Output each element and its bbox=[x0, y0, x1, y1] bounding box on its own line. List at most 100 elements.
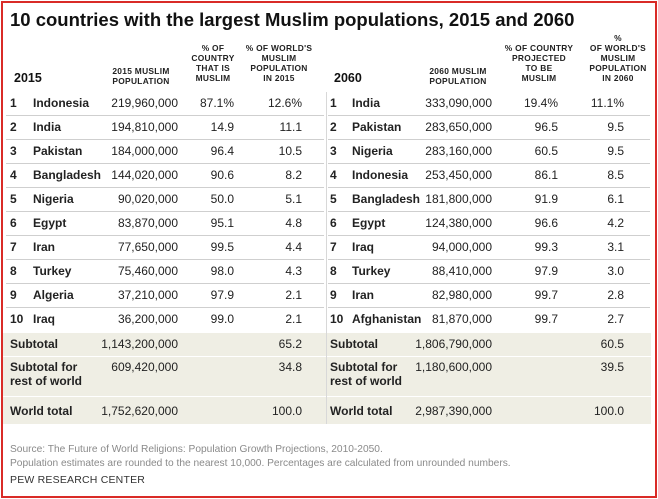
row-divider bbox=[6, 139, 324, 140]
row-divider bbox=[328, 187, 650, 188]
pct-world-cell: 4.2 bbox=[607, 216, 624, 230]
pct-world-cell: 8.5 bbox=[607, 168, 624, 182]
country-cell: Bangladesh bbox=[352, 192, 421, 206]
pct-country-cell: 87.1% bbox=[199, 96, 234, 110]
table-row: 1 Indonesia 219,960,000 87.1% 12.6% bbox=[0, 91, 658, 115]
table-row: 6 Egypt 124,380,000 96.6 4.2 bbox=[0, 211, 658, 235]
summary-label-line: Subtotal for bbox=[10, 360, 78, 374]
source-note: Source: The Future of World Religions: P… bbox=[10, 444, 383, 455]
subtotal-row: Subtotal 1,806,790,000 60.5 bbox=[0, 333, 658, 356]
table-row: 9 Iran 82,980,000 99.7 2.8 bbox=[0, 283, 658, 307]
population-cell: 219,960,000 bbox=[111, 96, 178, 110]
table-row: 6 Egypt 83,870,000 95.1 4.8 bbox=[0, 211, 658, 235]
rank-cell: 4 bbox=[330, 168, 337, 182]
population-cell: 75,460,000 bbox=[117, 264, 178, 278]
brand-label: PEW RESEARCH CENTER bbox=[10, 474, 146, 486]
pct-world-cell: 65.2 bbox=[278, 337, 302, 351]
pct-world-cell: 100.0 bbox=[271, 404, 302, 418]
pct-country-cell: 86.1 bbox=[534, 168, 558, 182]
country-cell: Iraq bbox=[352, 240, 375, 254]
pct-country-cell: 99.3 bbox=[534, 240, 558, 254]
row-divider bbox=[6, 283, 324, 284]
population-cell: 83,870,000 bbox=[117, 216, 178, 230]
summary-label-line: rest of world bbox=[10, 374, 83, 388]
header-line: TO BE bbox=[525, 63, 553, 73]
country-cell: Pakistan bbox=[352, 120, 402, 134]
population-cell: 283,650,000 bbox=[425, 120, 492, 134]
row-divider bbox=[6, 211, 324, 212]
summary-label-line: rest of world bbox=[330, 374, 403, 388]
header-line: MUSLIM bbox=[600, 53, 636, 63]
header-2060-pct-country: % OF COUNTRY PROJECTED TO BE MUSLIM bbox=[494, 43, 584, 83]
country-cell: India bbox=[352, 96, 381, 110]
country-cell: Iran bbox=[352, 288, 375, 302]
row-divider bbox=[328, 115, 650, 116]
pct-country-cell: 98.0 bbox=[210, 264, 234, 278]
pct-world-cell: 12.6% bbox=[267, 96, 302, 110]
summary-background bbox=[3, 333, 651, 424]
country-cell: Nigeria bbox=[33, 192, 74, 206]
header-line: POPULATION bbox=[250, 63, 308, 73]
population-cell: 181,800,000 bbox=[425, 192, 492, 206]
header-2015-pct-world: % OF WORLD'S MUSLIM POPULATION IN 2015 bbox=[238, 43, 320, 83]
population-cell: 194,810,000 bbox=[111, 120, 178, 134]
rank-cell: 3 bbox=[10, 144, 17, 158]
rank-cell: 3 bbox=[330, 144, 337, 158]
row-divider bbox=[328, 163, 650, 164]
table-row: 5 Bangladesh 181,800,000 91.9 6.1 bbox=[0, 187, 658, 211]
pct-country-cell: 99.7 bbox=[534, 312, 558, 326]
table-row: 3 Nigeria 283,160,000 60.5 9.5 bbox=[0, 139, 658, 163]
row-divider bbox=[328, 235, 650, 236]
table-row: 10 Afghanistan 81,870,000 99.7 2.7 bbox=[0, 307, 658, 331]
rank-cell: 2 bbox=[10, 120, 17, 134]
header-2060-pct-world: % OF WORLD'S MUSLIM POPULATION IN 2060 bbox=[578, 33, 658, 83]
pct-world-cell: 2.8 bbox=[607, 288, 624, 302]
row-divider bbox=[6, 163, 324, 164]
population-cell: 37,210,000 bbox=[117, 288, 178, 302]
header-line: IN 2060 bbox=[602, 73, 634, 83]
pct-country-cell: 60.5 bbox=[534, 144, 558, 158]
population-cell: 609,420,000 bbox=[111, 360, 178, 374]
pct-country-cell: 96.6 bbox=[534, 216, 558, 230]
header-line: 2015 MUSLIM bbox=[112, 66, 170, 76]
population-cell: 77,650,000 bbox=[117, 240, 178, 254]
population-cell: 81,870,000 bbox=[431, 312, 492, 326]
header-line: OF WORLD'S bbox=[589, 43, 647, 53]
pct-country-cell: 96.5 bbox=[534, 120, 558, 134]
world-row: World total 2,987,390,000 100.0 bbox=[0, 398, 658, 424]
rank-cell: 9 bbox=[330, 288, 337, 302]
rank-cell: 5 bbox=[330, 192, 337, 206]
pct-country-cell: 99.7 bbox=[534, 288, 558, 302]
summary-divider bbox=[3, 356, 651, 357]
pct-country-cell: 96.4 bbox=[210, 144, 234, 158]
rank-cell: 6 bbox=[10, 216, 17, 230]
population-cell: 82,980,000 bbox=[431, 288, 492, 302]
header-line: COUNTRY bbox=[191, 53, 235, 63]
country-cell: Iran bbox=[33, 240, 56, 254]
year-label-2015: 2015 bbox=[14, 71, 42, 85]
table-row: 3 Pakistan 184,000,000 96.4 10.5 bbox=[0, 139, 658, 163]
rest-row: Subtotal for rest of world 609,420,000 34.8 bbox=[0, 358, 658, 396]
pct-country-cell: 91.9 bbox=[534, 192, 558, 206]
population-cell: 253,450,000 bbox=[425, 168, 492, 182]
pct-world-cell: 4.3 bbox=[285, 264, 302, 278]
pct-country-cell: 97.9 bbox=[210, 288, 234, 302]
pct-world-cell: 2.7 bbox=[607, 312, 624, 326]
table-row: 4 Bangladesh 144,020,000 90.6 8.2 bbox=[0, 163, 658, 187]
header-line: % OF COUNTRY bbox=[504, 43, 574, 53]
header-line: THAT IS bbox=[195, 63, 231, 73]
population-cell: 1,143,200,000 bbox=[101, 337, 178, 351]
rank-cell: 10 bbox=[10, 312, 24, 326]
summary-label-line: Subtotal for bbox=[330, 360, 398, 374]
row-divider bbox=[328, 307, 650, 308]
summary-label: World total bbox=[10, 404, 73, 418]
rank-cell: 5 bbox=[10, 192, 17, 206]
country-cell: Turkey bbox=[33, 264, 72, 278]
rank-cell: 7 bbox=[330, 240, 337, 254]
header-line: % OF bbox=[201, 43, 225, 53]
rank-cell: 1 bbox=[10, 96, 17, 110]
pct-world-cell: 9.5 bbox=[607, 120, 624, 134]
page-title: 10 countries with the largest Muslim pop… bbox=[10, 9, 575, 30]
summary-label: Subtotal bbox=[330, 337, 378, 351]
country-cell: Egypt bbox=[352, 216, 386, 230]
